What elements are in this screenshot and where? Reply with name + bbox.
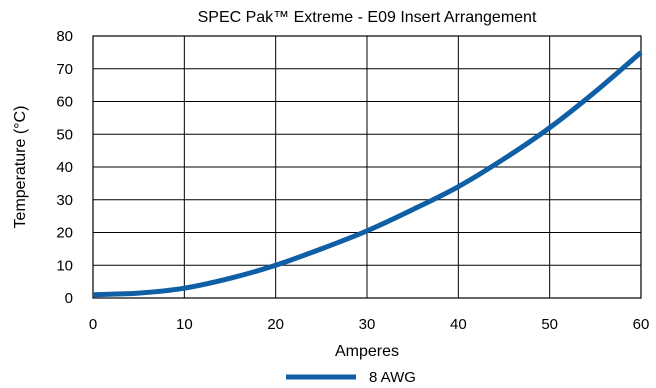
x-tick-label: 30	[359, 316, 376, 333]
x-tick-label: 60	[633, 316, 650, 333]
y-tick-label: 80	[56, 28, 73, 45]
y-tick-label: 30	[56, 192, 73, 209]
y-tick-label: 70	[56, 61, 73, 78]
legend: 8 AWG	[286, 369, 416, 386]
series-line-8-awg	[92, 50, 643, 298]
y-tick-label: 10	[56, 257, 73, 274]
x-tick-label: 50	[541, 316, 558, 333]
grid	[92, 35, 642, 299]
plot-frame	[92, 35, 642, 299]
y-axis-label: Temperature (°C)	[12, 106, 29, 229]
x-tick-labels: 0 10 20 30 40 50 60	[89, 316, 650, 333]
y-tick-labels: 0 10 20 30 40 50 60 70 80	[56, 28, 73, 307]
x-tick-label: 10	[176, 316, 193, 333]
series-group	[92, 50, 643, 298]
y-tick-label: 0	[65, 290, 73, 307]
x-tick-label: 0	[89, 316, 97, 333]
x-tick-label: 20	[267, 316, 284, 333]
y-tick-label: 20	[56, 225, 73, 242]
y-tick-label: 40	[56, 159, 73, 176]
x-tick-label: 40	[450, 316, 467, 333]
legend-label-8-awg: 8 AWG	[369, 369, 416, 386]
y-tick-label: 50	[56, 126, 73, 143]
chart-title: SPEC Pak™ Extreme - E09 Insert Arrangeme…	[198, 9, 537, 26]
y-tick-label: 60	[56, 94, 73, 111]
x-axis-label: Amperes	[335, 343, 399, 360]
